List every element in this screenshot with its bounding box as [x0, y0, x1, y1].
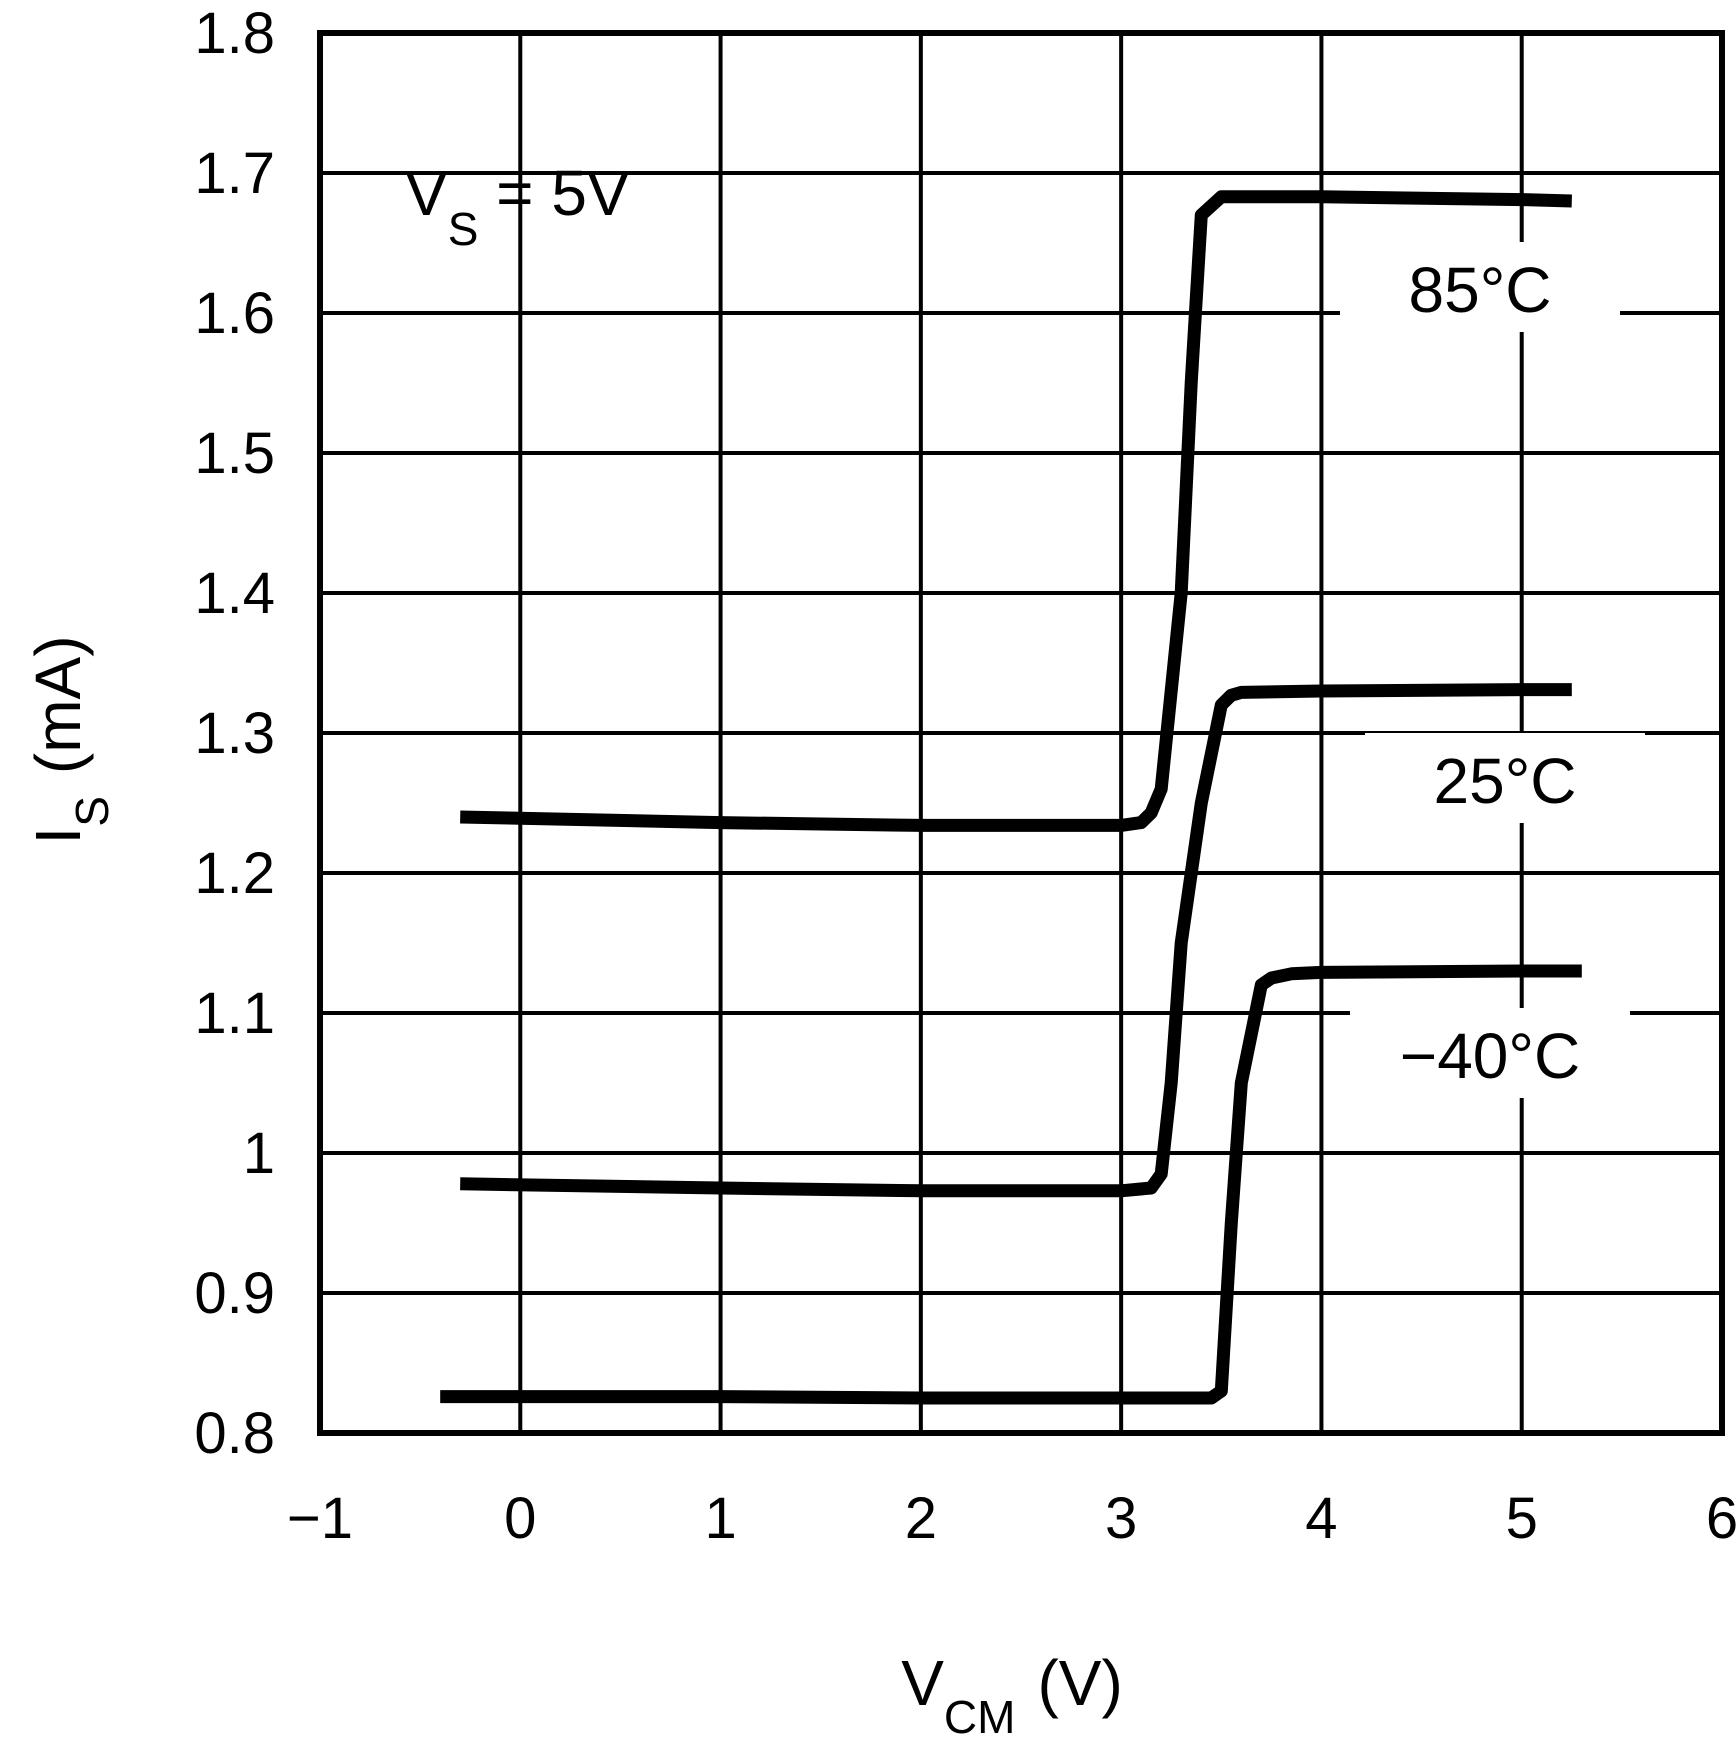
series-label-background [1365, 733, 1645, 823]
ticks-layer: −1 0 1 2 3 4 5 6 0.8 0.9 1 1.1 1.2 1.3 1.4 1.5 1.6 1.7 1.8 [194, 1, 1736, 1551]
x-axis-label-sub: CM [944, 1691, 1016, 1737]
series-label: 25°C [1434, 745, 1577, 817]
x-tick-label: 3 [1105, 1486, 1137, 1551]
y-axis-label-main: I [22, 827, 94, 845]
y-tick-label: 1.2 [194, 841, 275, 906]
annotation-rest: = 5V [478, 157, 630, 229]
series-line [460, 683, 1572, 1198]
annotation-sub: S [448, 203, 479, 255]
y-tick-label: 1 [243, 1121, 275, 1186]
series-label-background [1350, 1008, 1630, 1098]
annotation: VS = 5V [405, 157, 630, 255]
label-layer: 85°C 25°C −40°C [1340, 242, 1645, 1098]
x-tick-label: 2 [905, 1486, 937, 1551]
x-axis-label-main: V [901, 1647, 944, 1719]
y-axis-label-sub: S [66, 796, 118, 827]
y-tick-label: 1.3 [194, 701, 275, 766]
x-axis-label: VCM (V) [901, 1647, 1123, 1737]
y-tick-label: 1.8 [194, 1, 275, 66]
series-label: 85°C [1409, 254, 1552, 326]
x-tick-label: 0 [504, 1486, 536, 1551]
y-axis-label: IS (mA) [22, 635, 118, 844]
y-tick-label: 1.6 [194, 281, 275, 346]
y-tick-label: 0.8 [194, 1401, 275, 1466]
series-line [460, 190, 1572, 832]
y-tick-label: 1.4 [194, 561, 275, 626]
x-tick-label: −1 [287, 1486, 353, 1551]
x-tick-label: 6 [1706, 1486, 1736, 1551]
x-tick-label: 4 [1305, 1486, 1337, 1551]
y-tick-label: 1.1 [194, 981, 275, 1046]
y-axis-label-unit: (mA) [22, 635, 94, 774]
annotation-main: V [405, 157, 448, 229]
x-axis-label-unit: (V) [1037, 1647, 1122, 1719]
y-tick-label: 0.9 [194, 1261, 275, 1326]
x-tick-label: 5 [1506, 1486, 1538, 1551]
x-tick-label: 1 [704, 1486, 736, 1551]
series-label: −40°C [1400, 1020, 1580, 1092]
y-tick-label: 1.7 [194, 141, 275, 206]
series-layer [440, 190, 1582, 1405]
plot-frame [317, 30, 1725, 1436]
y-tick-label: 1.5 [194, 421, 275, 486]
series-line [440, 964, 1582, 1405]
series-label-background [1340, 242, 1620, 332]
